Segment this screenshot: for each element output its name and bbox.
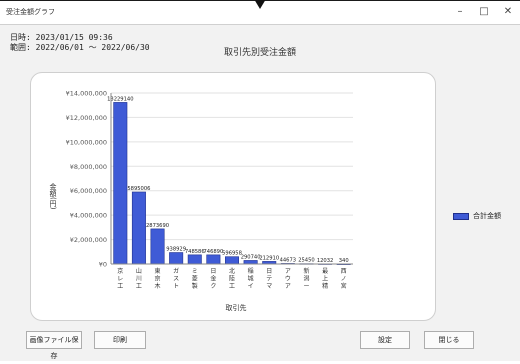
grid-layer	[111, 92, 353, 265]
legend: 合計金額	[453, 211, 501, 221]
bar-value-label: 340	[339, 258, 349, 264]
y-tick-label: ¥4,000,000	[70, 212, 107, 220]
x-tick-label: 川	[136, 276, 142, 283]
x-tick-label: 東	[155, 267, 161, 275]
report-datetime: 日時: 2023/01/15 09:36	[10, 33, 113, 42]
x-tick-label: 工	[136, 283, 142, 290]
report-meta: 日時: 2023/01/15 09:36 範囲: 2022/06/01 ～ 20…	[10, 33, 150, 53]
x-tick-label: 陸	[229, 275, 235, 283]
x-tick-label: 稲	[248, 267, 254, 275]
y-tick-label: ¥10,000,000	[66, 138, 107, 146]
y-tick-labels: ¥0 ¥2,000,000 ¥4,000,000 ¥6,000,000 ¥8,000,0…	[66, 90, 107, 269]
x-tick-label: ス	[173, 276, 179, 283]
bar	[224, 256, 240, 265]
x-tick-label: イ	[248, 283, 254, 290]
x-tick-label: 城	[248, 276, 254, 283]
bar	[206, 254, 221, 265]
x-tick-label: 日	[266, 268, 272, 275]
x-tick-label: ア	[285, 268, 291, 275]
x-tick-label: 新	[303, 267, 309, 275]
maximize-button[interactable]: □	[479, 6, 489, 17]
title-bar: 受注金額グラフ – □ ✕	[0, 0, 520, 24]
bar-value-label: 5895006	[127, 186, 150, 192]
x-tick-label: ノ	[341, 276, 347, 283]
y-tick-label: ¥0	[99, 261, 107, 269]
x-axis-label: 取引先	[226, 303, 247, 312]
value-labels: 13229140 5895006 2873690 938929748586746890…	[107, 96, 349, 264]
bar	[131, 191, 146, 265]
bar-value-label: 25450	[298, 258, 315, 264]
bar-chart: ¥0 ¥2,000,000 ¥4,000,000 ¥6,000,000 ¥8,000,0…	[49, 90, 353, 312]
y-tick-label: ¥14,000,000	[66, 90, 107, 98]
x-tick-label: 宮	[341, 282, 347, 290]
minimize-button[interactable]: –	[457, 6, 463, 17]
x-tick-label: ミ	[192, 268, 198, 275]
window-title: 受注金額グラフ	[6, 8, 55, 16]
y-tick-label: ¥12,000,000	[66, 114, 107, 122]
bar	[243, 260, 258, 265]
x-tick-label: 日	[210, 268, 216, 275]
bar-value-label: 44673	[280, 257, 297, 263]
x-tick-label: 潟	[303, 275, 309, 283]
x-tick-label: ウ	[285, 275, 291, 283]
bars	[113, 102, 351, 265]
bar-value-label: 290740	[241, 254, 261, 260]
x-tick-label: ガ	[173, 267, 179, 275]
bar-value-label: 13229140	[107, 96, 133, 102]
settings-button[interactable]: 設定	[360, 331, 410, 349]
x-tick-label: 金	[210, 275, 216, 283]
chart-area: ¥0 ¥2,000,000 ¥4,000,000 ¥6,000,000 ¥8,000,0…	[30, 72, 436, 321]
bar-value-label: 2873690	[146, 223, 169, 229]
x-tick-label: 上	[322, 275, 328, 283]
x-tick-label: 京	[155, 275, 161, 283]
print-button[interactable]: 印刷	[94, 331, 146, 349]
bar-value-label: 746890	[203, 249, 223, 255]
x-tick-label: 製	[192, 282, 198, 290]
chart-title: 取引先別受注金額	[223, 48, 296, 58]
x-tick-label: テ	[266, 276, 272, 283]
legend-swatch	[453, 212, 469, 220]
close-button[interactable]: 閉じる	[424, 331, 474, 349]
x-tick-label: マ	[266, 283, 272, 290]
close-window-button[interactable]: ✕	[503, 6, 513, 17]
x-tick-label: 最	[322, 268, 328, 275]
bar	[169, 252, 184, 265]
axes	[110, 93, 353, 265]
x-tick-label: 西	[341, 268, 347, 275]
bar	[113, 102, 128, 265]
x-tick-label: ク	[210, 283, 216, 290]
x-tick-label: 京	[117, 267, 123, 275]
main-panel: 日時: 2023/01/15 09:36 範囲: 2022/06/01 ～ 20…	[0, 24, 520, 338]
report-period: 範囲: 2022/06/01 ～ 2022/06/30	[10, 43, 150, 52]
bar-value-label: 596958	[222, 251, 242, 257]
x-tick-label: 工	[229, 283, 235, 290]
bar	[187, 254, 202, 265]
y-axis-label: 金額(円)	[49, 182, 57, 210]
x-tick-label: ー	[303, 283, 309, 290]
pointer-arrow-icon	[254, 0, 266, 9]
x-tick-label: レ	[117, 276, 123, 283]
save-image-button[interactable]: 画像ファイル保存	[26, 331, 82, 360]
bar	[150, 228, 165, 265]
bottom-bar: 画像ファイル保存 印刷 設定 閉じる	[0, 331, 520, 361]
x-tick-label: 山	[136, 267, 142, 275]
bar-value-label: 212910	[259, 255, 279, 261]
bar-value-label: 748586	[185, 249, 205, 255]
x-tick-label: ト	[173, 283, 179, 290]
x-tick-label: 菱	[192, 275, 198, 283]
legend-label: 合計金額	[473, 212, 501, 220]
x-tick-label: ア	[285, 283, 291, 290]
x-tick-label: 精	[322, 282, 328, 290]
x-tick-label: 木	[155, 282, 161, 290]
y-tick-label: ¥2,000,000	[70, 236, 107, 244]
y-tick-label: ¥8,000,000	[70, 163, 107, 171]
x-tick-label: 北	[229, 267, 235, 275]
x-tick-label: 工	[117, 283, 123, 290]
bar-value-label: 12032	[317, 258, 334, 264]
y-tick-label: ¥6,000,000	[70, 187, 107, 195]
bar-value-label: 938929	[166, 247, 186, 253]
